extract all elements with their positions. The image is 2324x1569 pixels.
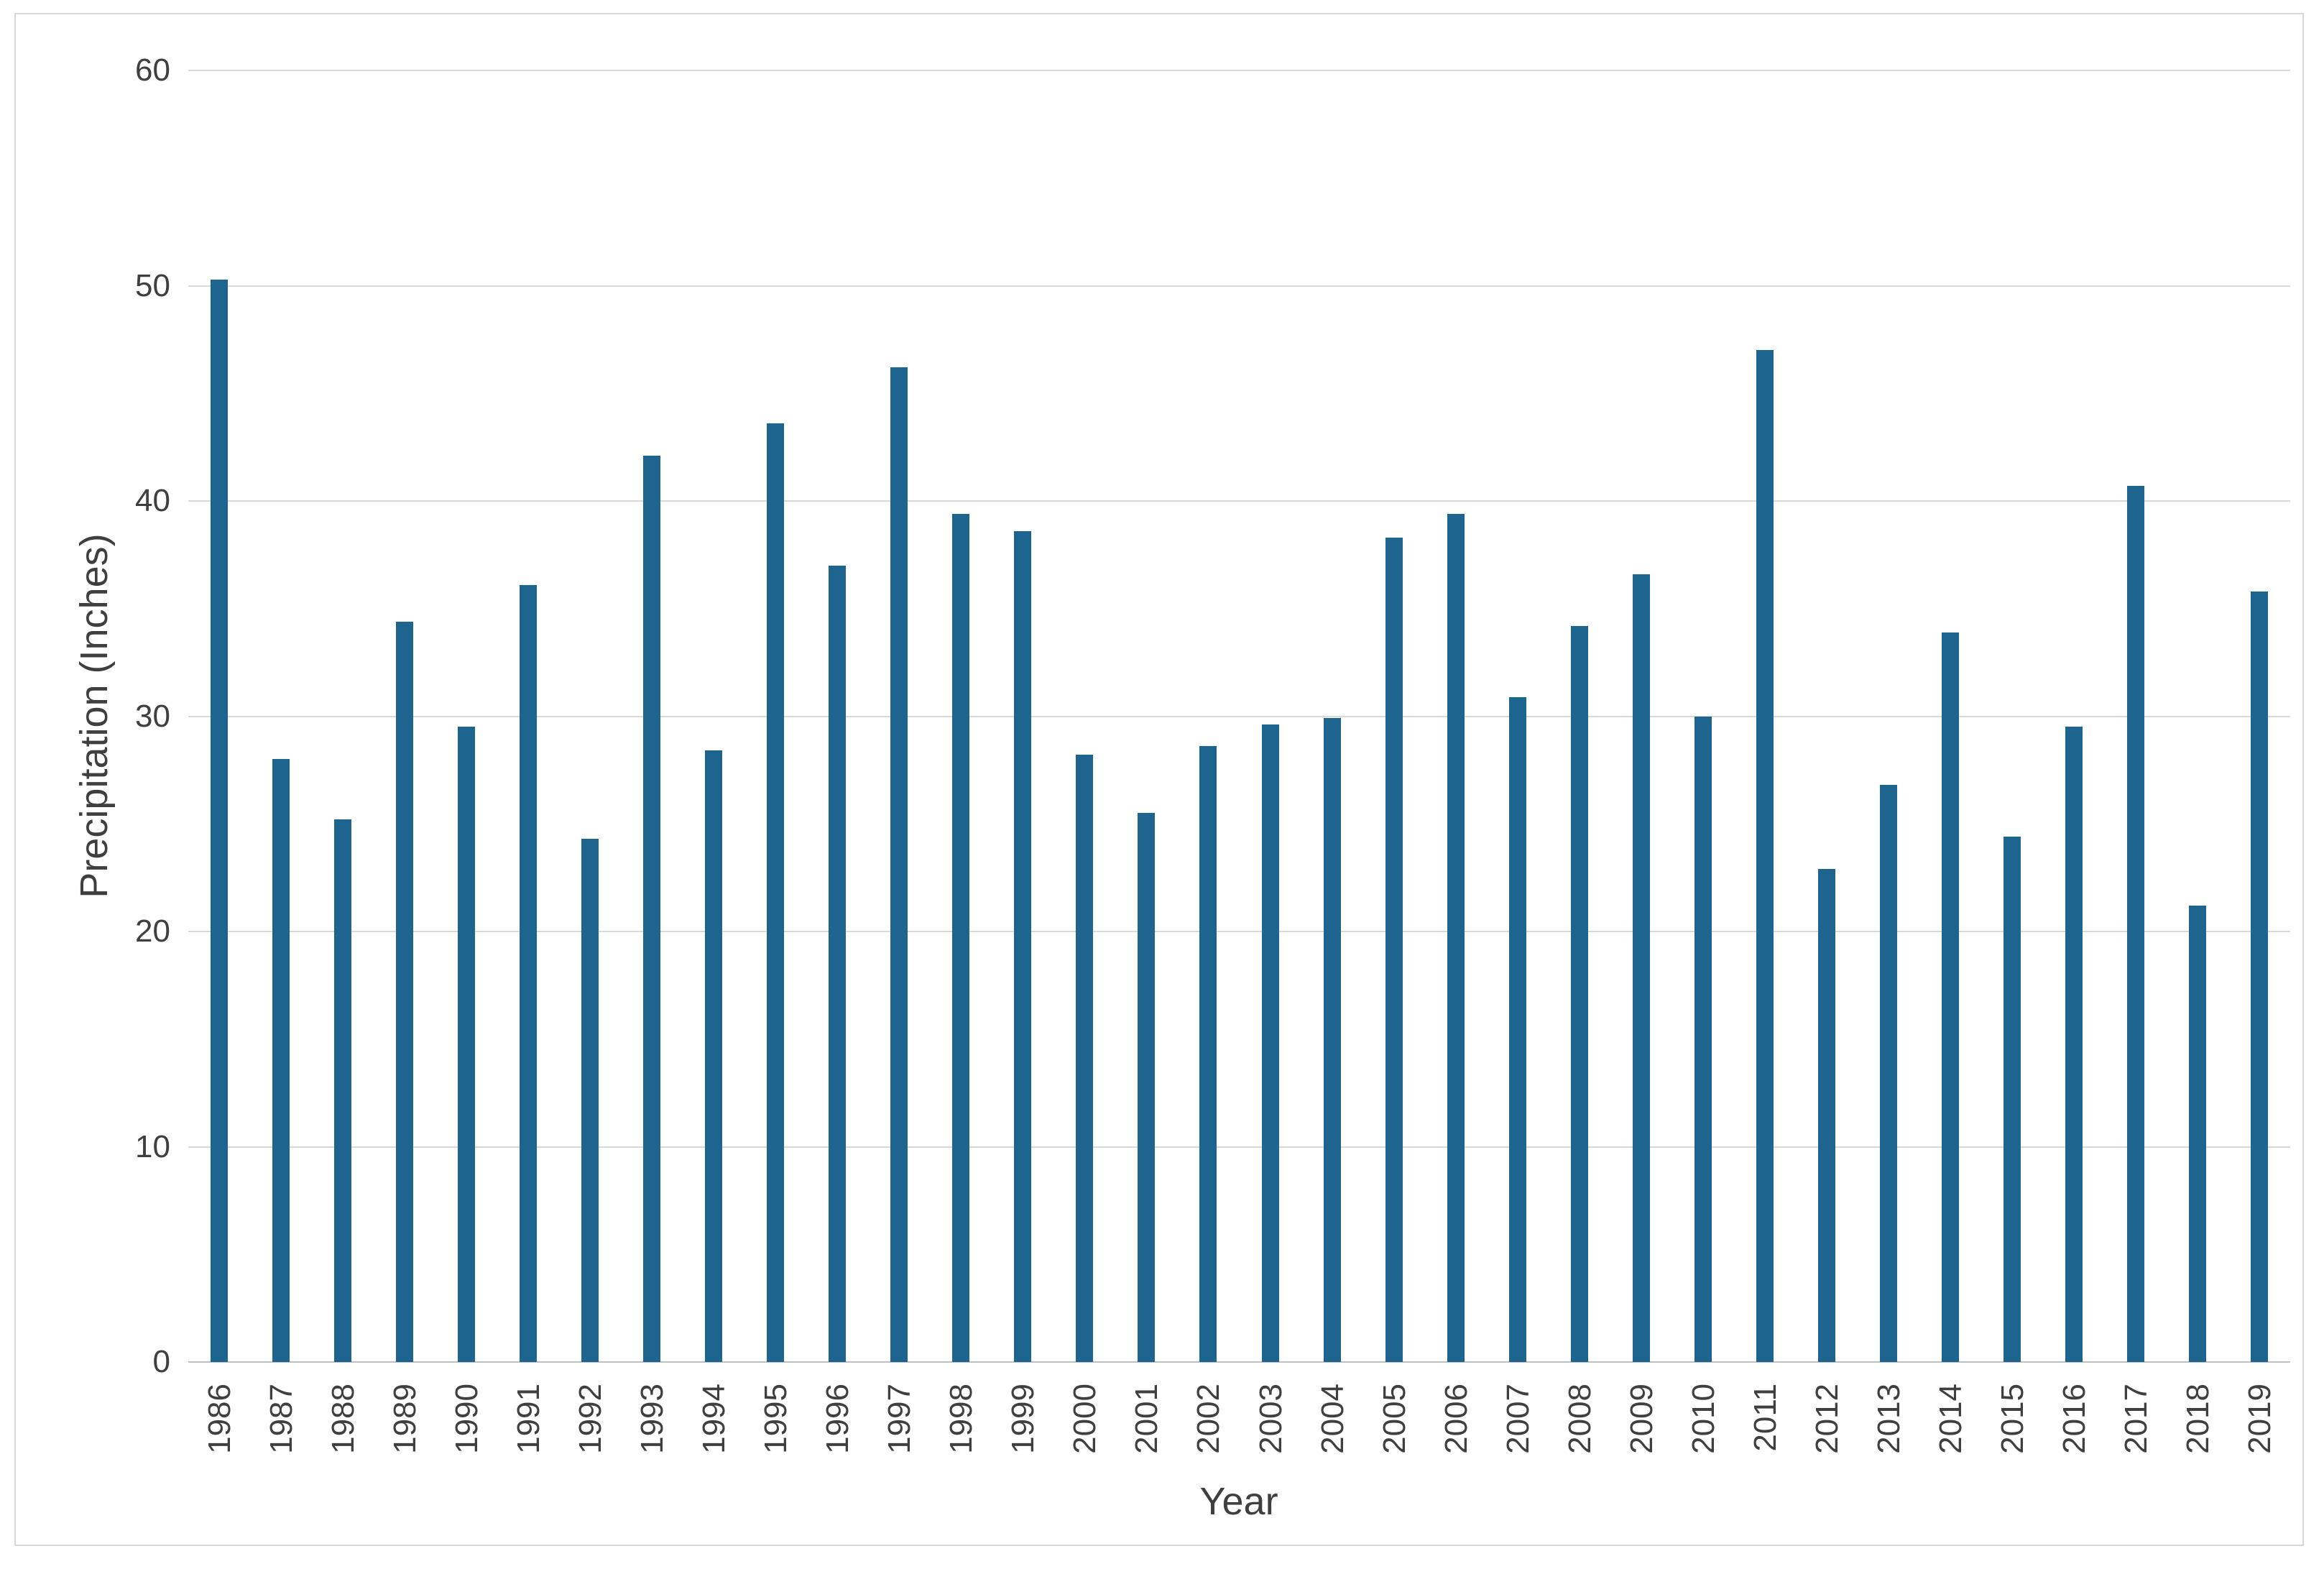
x-tick-label-1994: 1994 <box>696 1384 732 1454</box>
x-tick-label-2005: 2005 <box>1376 1384 1412 1454</box>
x-tick-label-2010: 2010 <box>1685 1384 1721 1454</box>
bar-1993 <box>643 456 661 1362</box>
bar-2012 <box>1817 869 1835 1362</box>
bar-1986 <box>211 279 228 1362</box>
x-tick-label-1989: 1989 <box>387 1384 423 1454</box>
plot-area <box>188 70 2290 1363</box>
bar-2014 <box>1941 632 1959 1362</box>
bar-1990 <box>458 727 476 1362</box>
bar-2001 <box>1138 813 1156 1362</box>
x-tick-label-2008: 2008 <box>1562 1384 1597 1454</box>
x-tick-label-2017: 2017 <box>2118 1384 2154 1454</box>
x-tick-label-2003: 2003 <box>1253 1384 1288 1454</box>
bar-2016 <box>2065 727 2083 1362</box>
gridline-50 <box>188 285 2290 287</box>
bar-2009 <box>1632 574 1650 1362</box>
bar-1989 <box>396 621 414 1362</box>
gridline-40 <box>188 500 2290 502</box>
x-tick-label-2015: 2015 <box>1994 1384 2030 1454</box>
gridline-20 <box>188 931 2290 932</box>
gridline-60 <box>188 70 2290 71</box>
bar-1994 <box>705 750 723 1362</box>
x-tick-label-2009: 2009 <box>1623 1384 1659 1454</box>
bar-2006 <box>1447 513 1465 1362</box>
x-tick-label-1998: 1998 <box>944 1384 979 1454</box>
x-tick-label-2013: 2013 <box>1871 1384 1906 1454</box>
x-tick-label-1996: 1996 <box>820 1384 856 1454</box>
x-tick-label-2004: 2004 <box>1314 1384 1350 1454</box>
x-tick-label-2011: 2011 <box>1747 1384 1783 1452</box>
y-tick-label-30: 30 <box>135 698 170 734</box>
chart-frame: Precipitation (Inches) Year 0 10 20 30 40 50 6… <box>14 13 2304 1546</box>
x-tick-label-1988: 1988 <box>326 1384 361 1454</box>
bar-2000 <box>1076 755 1094 1362</box>
bar-1998 <box>952 513 970 1362</box>
bar-2011 <box>1756 350 1774 1362</box>
x-tick-label-1997: 1997 <box>882 1384 918 1454</box>
bar-2018 <box>2188 906 2206 1362</box>
x-tick-label-1987: 1987 <box>264 1384 300 1454</box>
x-tick-label-1991: 1991 <box>511 1384 547 1454</box>
bar-1997 <box>890 367 908 1362</box>
y-tick-label-10: 10 <box>135 1128 170 1164</box>
bar-1996 <box>829 565 847 1362</box>
x-tick-label-2002: 2002 <box>1191 1384 1227 1454</box>
bar-2019 <box>2250 591 2268 1362</box>
bar-2008 <box>1570 625 1588 1362</box>
gridline-10 <box>188 1146 2290 1148</box>
x-tick-label-1992: 1992 <box>573 1384 609 1454</box>
bar-2003 <box>1261 724 1279 1362</box>
bar-2017 <box>2126 486 2144 1362</box>
x-tick-label-2014: 2014 <box>1932 1384 1968 1454</box>
x-axis-title: Year <box>1199 1480 1278 1523</box>
x-tick-label-2016: 2016 <box>2056 1384 2092 1454</box>
bar-2007 <box>1508 696 1526 1362</box>
bar-2002 <box>1199 746 1217 1362</box>
x-tick-label-1995: 1995 <box>758 1384 794 1454</box>
x-axis-line <box>188 1361 2290 1363</box>
x-tick-label-2006: 2006 <box>1438 1384 1474 1454</box>
bar-1988 <box>334 819 352 1362</box>
bar-2013 <box>1879 785 1897 1362</box>
bar-2005 <box>1385 537 1403 1362</box>
x-tick-label-1990: 1990 <box>449 1384 485 1454</box>
bar-1999 <box>1014 530 1032 1362</box>
x-tick-label-2001: 2001 <box>1129 1384 1165 1454</box>
x-tick-label-2000: 2000 <box>1067 1384 1103 1454</box>
y-tick-label-60: 60 <box>135 52 170 88</box>
y-tick-label-40: 40 <box>135 483 170 518</box>
x-tick-label-1986: 1986 <box>202 1384 237 1454</box>
x-tick-label-1993: 1993 <box>635 1384 670 1454</box>
bar-1987 <box>272 759 290 1362</box>
x-tick-label-2012: 2012 <box>1809 1384 1845 1454</box>
bar-1991 <box>520 584 538 1362</box>
bar-2010 <box>1694 716 1712 1362</box>
y-tick-label-50: 50 <box>135 267 170 303</box>
y-tick-label-20: 20 <box>135 914 170 949</box>
y-tick-label-0: 0 <box>152 1344 170 1379</box>
bar-1995 <box>767 423 785 1362</box>
bar-1992 <box>581 839 599 1362</box>
bar-2015 <box>2003 837 2021 1362</box>
bar-2004 <box>1323 718 1341 1362</box>
gridline-30 <box>188 715 2290 717</box>
x-tick-label-2019: 2019 <box>2241 1384 2277 1454</box>
x-tick-label-2007: 2007 <box>1500 1384 1536 1454</box>
x-tick-label-2018: 2018 <box>2180 1384 2215 1454</box>
x-tick-label-1999: 1999 <box>1005 1384 1041 1454</box>
